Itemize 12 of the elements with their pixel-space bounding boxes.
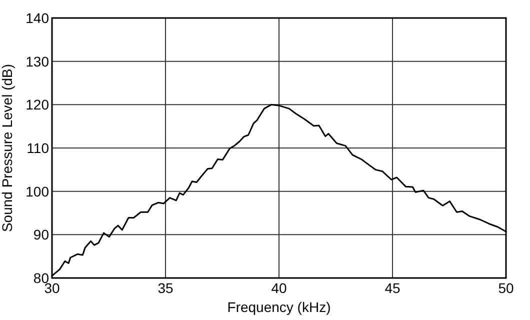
x-tick-label: 35 (158, 280, 174, 296)
y-tick-label: 90 (33, 226, 50, 243)
y-tick-label: 110 (26, 140, 50, 156)
x-tick-label: 50 (498, 280, 514, 296)
x-tick-label: 40 (271, 280, 287, 296)
y-tick-label: 140 (26, 10, 50, 26)
x-axis-title: Frequency (kHz) (227, 299, 331, 315)
y-tick-label: 130 (26, 53, 50, 70)
x-tick-label: 45 (384, 280, 400, 296)
y-tick-label: 120 (26, 96, 50, 113)
y-tick-label: 100 (26, 183, 50, 200)
y-axis-title: Sound Pressure Level (dB) (0, 64, 15, 232)
